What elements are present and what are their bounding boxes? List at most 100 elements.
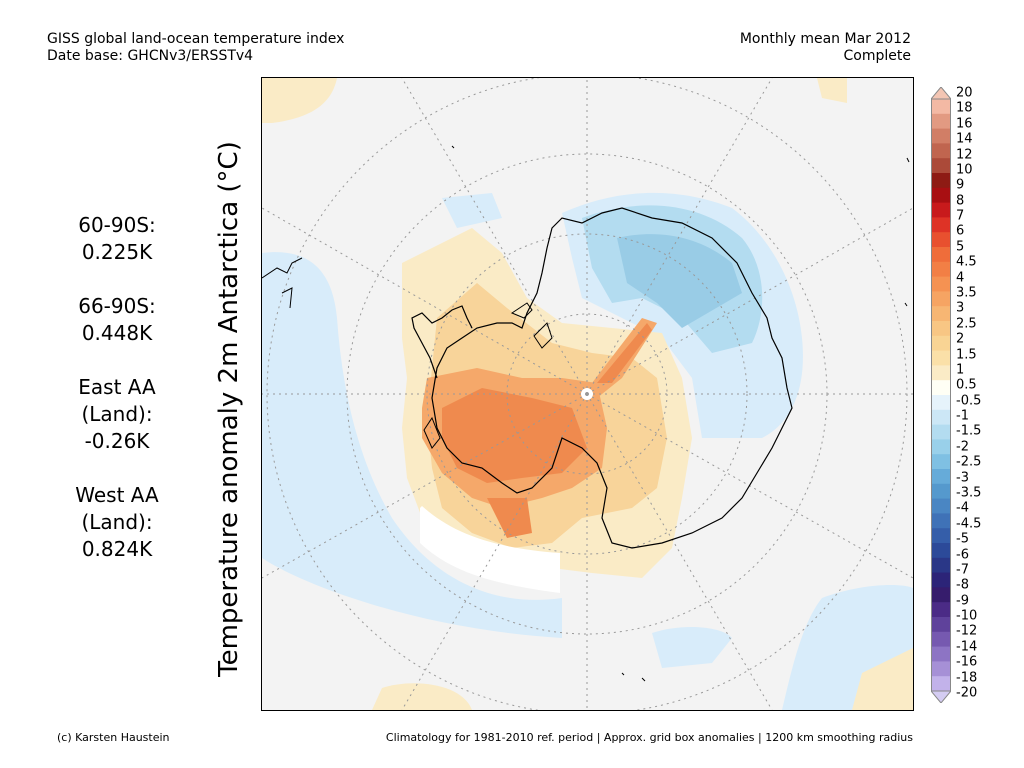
colorbar-tick-label: 14 <box>956 131 973 147</box>
map-title: GISS global land-ocean temperature index <box>47 31 345 47</box>
graticule <box>262 78 913 710</box>
warm-anomaly-region <box>597 323 652 383</box>
colorbar-tick-label: -20 <box>956 685 978 701</box>
colorbar-tick-label: -5 <box>956 531 969 547</box>
colorbar-swatch <box>931 232 951 248</box>
colorbar-swatch <box>931 661 951 677</box>
map-panel <box>261 77 914 711</box>
colorbar-swatch <box>931 617 951 633</box>
warm-anomaly-region <box>487 498 532 538</box>
blue-anomaly-region <box>442 193 502 228</box>
colorbar-swatch <box>931 409 951 425</box>
colorbar-tick-label: -1 <box>956 408 969 424</box>
missing-data-region <box>420 506 560 593</box>
warm-anomaly-region <box>372 683 472 710</box>
header-right: Monthly mean Mar 2012 Complete <box>740 31 911 65</box>
blue-anomaly-region <box>262 252 562 638</box>
colorbar-swatch <box>931 99 951 115</box>
colorbar-tick-label: -2.5 <box>956 454 982 470</box>
antarctica-coastline <box>431 207 793 549</box>
colorbar-swatch <box>931 572 951 588</box>
footnote-text: Climatology for 1981-2010 ref. period | … <box>385 731 913 744</box>
data-base-label: Date base: GHCNv3/ERSSTv4 <box>47 48 254 64</box>
colorbar-swatch <box>931 424 951 440</box>
colorbar-tick-label: 1 <box>956 362 965 378</box>
stat-label-sub: (Land): <box>81 510 153 534</box>
colorbar-tick-label: 9 <box>956 177 965 193</box>
colorbar-swatch <box>931 543 951 559</box>
colorbar-swatch <box>931 128 951 144</box>
colorbar-tick-label: 4 <box>956 270 965 286</box>
stat-value: -0.26K <box>84 429 150 453</box>
colorbar-tick-label: -1.5 <box>956 423 982 439</box>
colorbar-swatch <box>931 158 951 174</box>
stat-east-aa: East AA (Land): -0.26K <box>62 374 172 455</box>
colorbar-swatch <box>931 483 951 499</box>
colorbar-tick-label: -8 <box>956 577 969 593</box>
colorbar-tick-label: -2 <box>956 439 969 455</box>
colorbar-tick-label: -7 <box>956 562 969 578</box>
colorbar-tick-label: -12 <box>956 623 978 639</box>
colorbar-tick-label: -18 <box>956 670 978 686</box>
blue-anomaly-region <box>617 234 742 328</box>
antarctica-anomaly-map <box>262 78 913 710</box>
colorbar-swatch <box>931 276 951 292</box>
completeness-label: Complete <box>843 48 911 64</box>
colorbar-swatch <box>931 676 951 692</box>
credit-text: (c) Karsten Haustein <box>57 731 170 744</box>
warm-anomaly-region <box>852 648 913 710</box>
stat-60-90s: 60-90S: 0.225K <box>62 212 172 266</box>
colorbar-tick-label: 4.5 <box>956 254 977 270</box>
colorbar-tick-label: -0.5 <box>956 393 982 409</box>
colorbar-swatch <box>931 247 951 263</box>
warm-anomaly-region <box>262 78 337 123</box>
stat-label: 60-90S: <box>78 213 156 237</box>
colorbar-swatch <box>931 454 951 470</box>
stat-label: West AA <box>75 483 159 507</box>
colorbar-swatch <box>931 513 951 529</box>
colorbar-tick-label: -9 <box>956 593 969 609</box>
colorbar-tick-label: 3 <box>956 300 965 316</box>
stat-66-90s: 66-90S: 0.448K <box>62 293 172 347</box>
stat-label: East AA <box>78 375 156 399</box>
stat-label-sub: (Land): <box>81 402 153 426</box>
colorbar-swatch <box>931 143 951 159</box>
colorbar-tick-label: -16 <box>956 654 978 670</box>
stat-label: 66-90S: <box>78 294 156 318</box>
colorbar-tick-label: -14 <box>956 639 978 655</box>
colorbar-tick-label: -10 <box>956 608 978 624</box>
colorbar-swatch <box>931 321 951 337</box>
coast-islands <box>423 302 553 449</box>
header-left: GISS global land-ocean temperature index… <box>47 31 344 65</box>
colorbar-tick-label: 10 <box>956 162 973 178</box>
colorbar-swatch <box>931 173 951 189</box>
stat-value: 0.448K <box>81 321 153 345</box>
colorbar-swatch <box>931 602 951 618</box>
colorbar-swatch <box>931 335 951 351</box>
colorbar-tick-label: -3 <box>956 470 969 486</box>
warm-anomaly-region <box>442 388 587 483</box>
stat-value: 0.824K <box>81 537 153 561</box>
colorbar-swatch <box>931 469 951 485</box>
colorbar-tick-label: 20 <box>956 85 973 101</box>
colorbar-tick-label: 16 <box>956 116 973 132</box>
colorbar-swatch <box>931 306 951 322</box>
colorbar-swatch <box>931 187 951 203</box>
colorbar-swatch <box>931 498 951 514</box>
colorbar-swatch <box>931 113 951 129</box>
stat-value: 0.225K <box>81 240 153 264</box>
stat-west-aa: West AA (Land): 0.824K <box>62 482 172 563</box>
antarctic-peninsula <box>411 305 473 379</box>
colorbar-swatch <box>931 646 951 662</box>
colorbar-tick-label: 18 <box>956 100 973 116</box>
colorbar-tick-label: 6 <box>956 223 965 239</box>
colorbar-cap-bottom <box>931 690 951 703</box>
colorbar-swatch <box>931 202 951 218</box>
colorbar-labels: 20 18 16 14 12 10 9 8 7 6 5 4.5 4 3.5 3 2.5 2 1.5 1 0.5 -0.5… <box>956 87 1016 700</box>
colorbar-swatch <box>931 631 951 647</box>
warm-anomaly-region <box>817 78 847 103</box>
south-america-tip <box>262 257 303 309</box>
colorbar-swatch <box>931 439 951 455</box>
colorbar-tick-label: 7 <box>956 208 965 224</box>
colorbar-tick-label: -6 <box>956 547 969 563</box>
